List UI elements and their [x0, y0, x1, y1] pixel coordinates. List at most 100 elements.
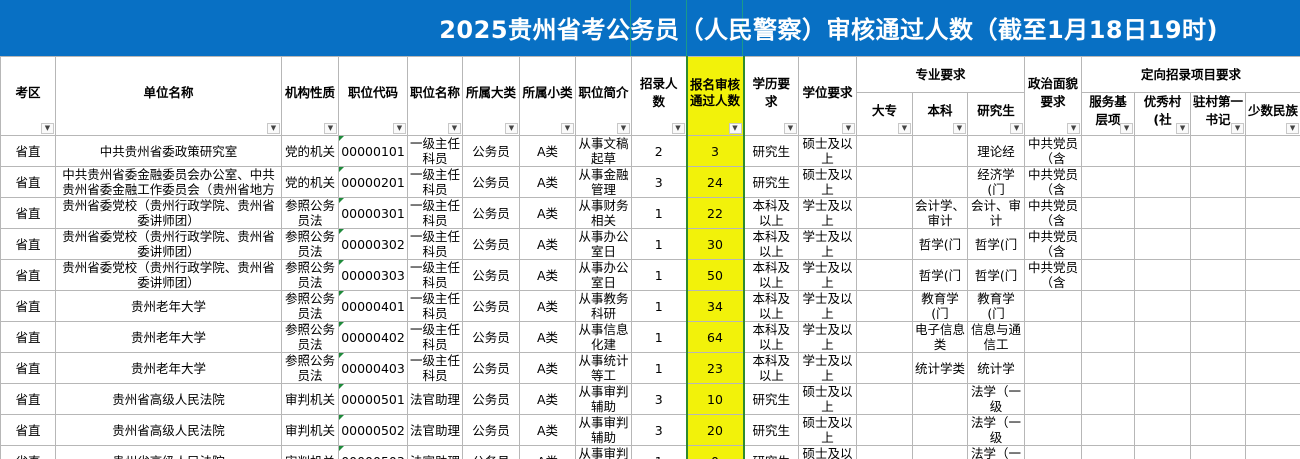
cell-description[interactable]: 从事文稿起草	[575, 135, 632, 167]
header-targeted-3[interactable]: 驻村第一书记 ▼	[1190, 92, 1247, 136]
cell-targeted-1[interactable]	[1081, 259, 1136, 291]
header-org-type[interactable]: 机构性质 ▼	[281, 56, 339, 136]
cell-unit-name[interactable]: 贵州老年大学	[55, 352, 282, 384]
cell-position-code[interactable]: 00000303	[338, 259, 408, 291]
cell-targeted-4[interactable]	[1245, 383, 1300, 415]
cell-major-college[interactable]	[856, 197, 913, 229]
cell-education[interactable]: 本科及以上	[743, 228, 799, 260]
cell-targeted-2[interactable]	[1134, 197, 1192, 229]
cell-degree[interactable]: 学士及以上	[798, 197, 857, 229]
cell-position-code[interactable]: 00000401	[338, 290, 408, 322]
cell-education[interactable]: 研究生	[743, 135, 799, 167]
cell-education[interactable]: 本科及以上	[743, 290, 799, 322]
cell-degree[interactable]: 学士及以上	[798, 228, 857, 260]
filter-dropdown-icon[interactable]: ▼	[842, 123, 855, 134]
cell-major-grad[interactable]: 信息与通信工	[966, 321, 1026, 353]
cell-description[interactable]: 从事审判辅助	[575, 414, 632, 446]
cell-recruit-count[interactable]: 1	[631, 290, 687, 322]
cell-exam-area[interactable]: 省直	[0, 259, 56, 291]
cell-major-undergrad[interactable]: 会计学、审计	[912, 197, 968, 229]
cell-targeted-1[interactable]	[1081, 383, 1136, 415]
cell-targeted-3[interactable]	[1190, 383, 1247, 415]
cell-degree[interactable]: 硕士及以上	[798, 414, 857, 446]
cell-political[interactable]: 中共党员（含	[1024, 166, 1083, 198]
cell-subcategory[interactable]: A类	[519, 352, 576, 384]
cell-position-name[interactable]: 一级主任科员	[407, 321, 463, 353]
cell-subcategory[interactable]: A类	[519, 197, 576, 229]
filter-dropdown-icon[interactable]: ▼	[267, 123, 280, 134]
cell-targeted-1[interactable]	[1081, 135, 1136, 167]
cell-major-grad[interactable]: 经济学(门	[966, 166, 1026, 198]
cell-major-undergrad[interactable]	[912, 166, 968, 198]
cell-major-college[interactable]	[856, 445, 913, 459]
cell-major-grad[interactable]: 法学（一级	[966, 445, 1026, 459]
header-position-code[interactable]: 职位代码 ▼	[338, 56, 408, 136]
cell-political[interactable]: 中共党员（含	[1024, 259, 1083, 291]
cell-exam-area[interactable]: 省直	[0, 228, 56, 260]
cell-targeted-3[interactable]	[1190, 228, 1247, 260]
cell-major-college[interactable]	[856, 228, 913, 260]
cell-unit-name[interactable]: 中共贵州省委金融委员会办公室、中共贵州省委金融工作委员会（贵州省地方	[55, 166, 282, 198]
cell-recruit-count[interactable]: 1	[631, 259, 687, 291]
cell-unit-name[interactable]: 贵州省高级人民法院	[55, 445, 282, 459]
cell-category[interactable]: 公务员	[462, 383, 520, 415]
cell-major-college[interactable]	[856, 414, 913, 446]
cell-education[interactable]: 本科及以上	[743, 352, 799, 384]
cell-targeted-2[interactable]	[1134, 259, 1192, 291]
filter-dropdown-icon[interactable]: ▼	[784, 123, 797, 134]
cell-approved-count[interactable]: 10	[685, 383, 745, 415]
header-exam-area[interactable]: 考区 ▼	[0, 56, 56, 136]
cell-political[interactable]	[1024, 290, 1083, 322]
filter-dropdown-icon[interactable]: ▼	[1286, 123, 1300, 134]
cell-major-undergrad[interactable]: 哲学(门	[912, 228, 968, 260]
cell-approved-count[interactable]: 24	[685, 166, 745, 198]
cell-approved-count[interactable]: 20	[685, 414, 745, 446]
cell-major-undergrad[interactable]	[912, 383, 968, 415]
cell-major-grad[interactable]: 会计、审计	[966, 197, 1026, 229]
filter-dropdown-icon[interactable]: ▼	[671, 123, 685, 134]
filter-dropdown-icon[interactable]: ▼	[898, 123, 911, 134]
cell-major-grad[interactable]: 法学（一级	[966, 383, 1026, 415]
cell-category[interactable]: 公务员	[462, 445, 520, 459]
cell-position-name[interactable]: 法官助理	[407, 383, 463, 415]
cell-targeted-4[interactable]	[1245, 321, 1300, 353]
cell-description[interactable]: 从事统计等工	[575, 352, 632, 384]
cell-approved-count[interactable]: 23	[685, 352, 745, 384]
cell-unit-name[interactable]: 贵州省委党校（贵州行政学院、贵州省委讲师团）	[55, 259, 282, 291]
cell-major-grad[interactable]: 理论经	[966, 135, 1026, 167]
cell-position-name[interactable]: 一级主任科员	[407, 166, 463, 198]
cell-recruit-count[interactable]: 3	[631, 383, 687, 415]
cell-category[interactable]: 公务员	[462, 228, 520, 260]
header-political[interactable]: 政治面貌要求 ▼	[1024, 56, 1083, 136]
cell-recruit-count[interactable]: 1	[631, 228, 687, 260]
cell-exam-area[interactable]: 省直	[0, 290, 56, 322]
header-education[interactable]: 学历要求 ▼	[743, 56, 799, 136]
filter-dropdown-icon[interactable]: ▼	[324, 123, 337, 134]
cell-targeted-3[interactable]	[1190, 290, 1247, 322]
cell-approved-count[interactable]: 34	[685, 290, 745, 322]
cell-major-college[interactable]	[856, 383, 913, 415]
header-position-name[interactable]: 职位名称 ▼	[407, 56, 463, 136]
cell-position-name[interactable]: 法官助理	[407, 414, 463, 446]
cell-degree[interactable]: 硕士及以上	[798, 383, 857, 415]
filter-dropdown-icon[interactable]: ▼	[617, 123, 630, 134]
cell-targeted-2[interactable]	[1134, 352, 1192, 384]
cell-description[interactable]: 从事金融管理	[575, 166, 632, 198]
cell-description[interactable]: 从事财务相关	[575, 197, 632, 229]
cell-exam-area[interactable]: 省直	[0, 197, 56, 229]
cell-position-code[interactable]: 00000403	[338, 352, 408, 384]
cell-approved-count[interactable]: 30	[685, 228, 745, 260]
cell-category[interactable]: 公务员	[462, 352, 520, 384]
header-subcategory[interactable]: 所属小类 ▼	[519, 56, 576, 136]
filter-dropdown-icon[interactable]: ▼	[448, 123, 461, 134]
cell-targeted-2[interactable]	[1134, 228, 1192, 260]
header-approved-count[interactable]: 报名审核通过人数 ▼	[685, 56, 745, 136]
cell-major-college[interactable]	[856, 352, 913, 384]
cell-position-code[interactable]: 00000201	[338, 166, 408, 198]
cell-position-name[interactable]: 法官助理	[407, 445, 463, 459]
filter-dropdown-icon[interactable]: ▼	[505, 123, 518, 134]
cell-political[interactable]	[1024, 445, 1083, 459]
cell-targeted-4[interactable]	[1245, 290, 1300, 322]
cell-education[interactable]: 研究生	[743, 445, 799, 459]
cell-targeted-3[interactable]	[1190, 259, 1247, 291]
